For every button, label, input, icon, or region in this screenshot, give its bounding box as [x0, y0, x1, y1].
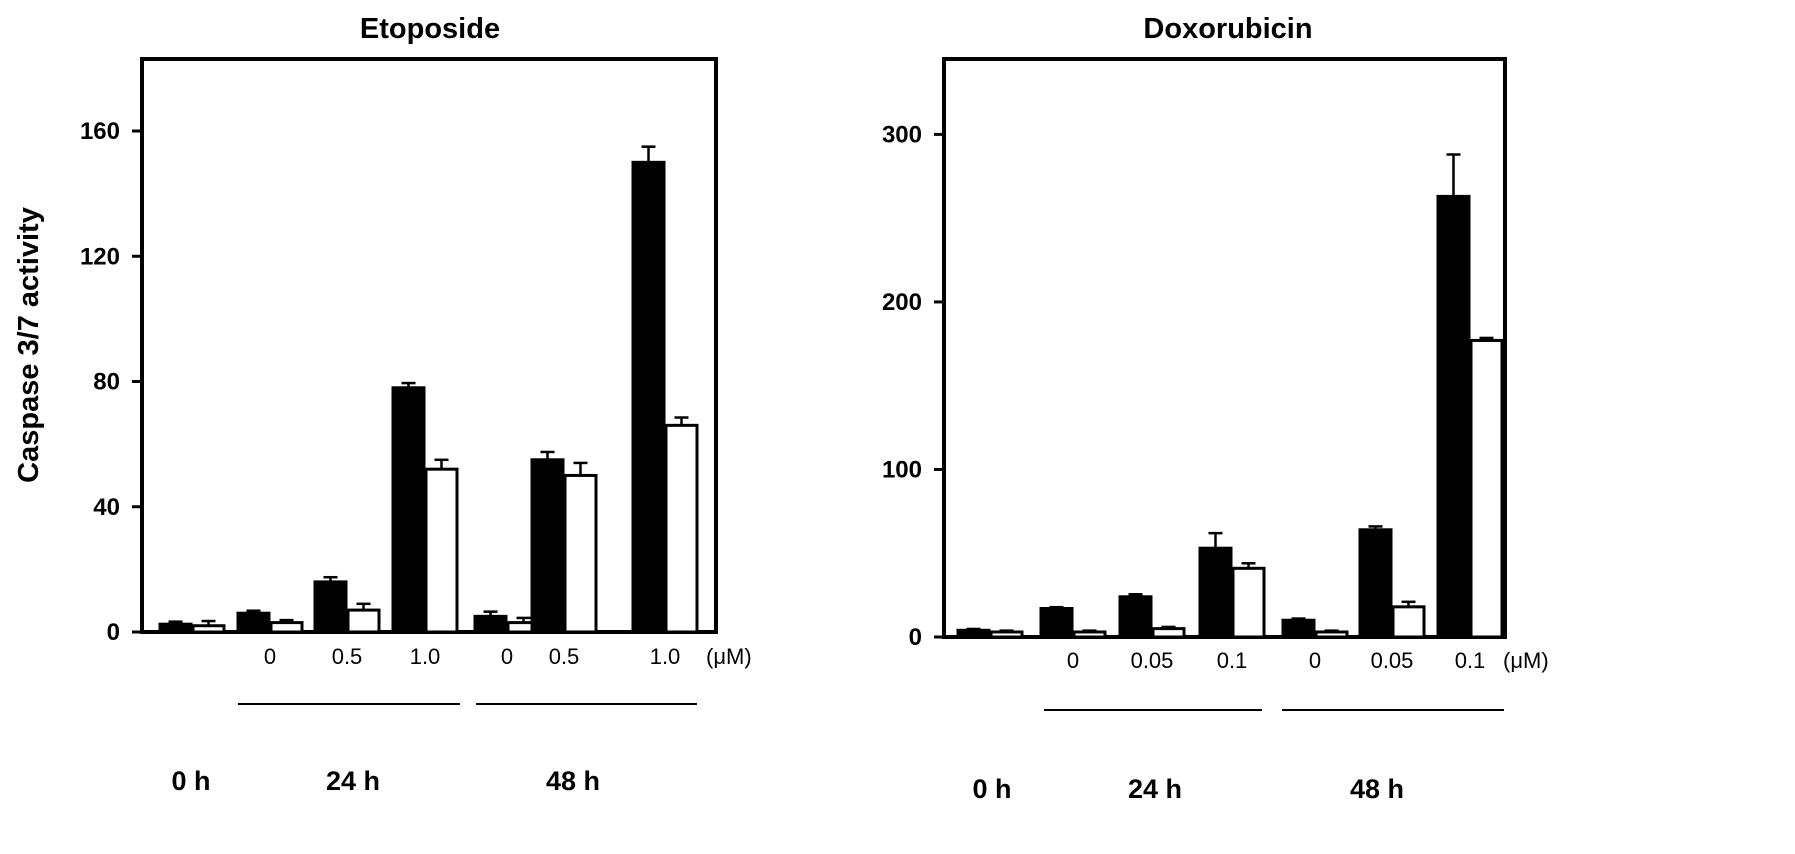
- bar-white: [1314, 630, 1349, 639]
- time-label: 48 h: [546, 766, 600, 796]
- bar-black: [236, 611, 271, 634]
- y-tick-label: 0: [107, 619, 120, 646]
- unit-label: (μM): [1503, 648, 1549, 673]
- concentration-label: 0: [264, 644, 276, 669]
- bar-black: [313, 580, 348, 634]
- concentration-label: 0.05: [1371, 648, 1414, 673]
- bar-black: [1118, 595, 1153, 639]
- concentration-label: 0.5: [549, 644, 580, 669]
- chart-title: Etoposide: [360, 13, 500, 45]
- time-label: 24 h: [326, 766, 380, 796]
- concentration-label: 0: [1067, 648, 1079, 673]
- y-tick-label: 200: [882, 289, 922, 316]
- y-tick-label: 300: [882, 121, 922, 148]
- bar-white: [664, 423, 699, 634]
- concentration-label: 0: [501, 644, 513, 669]
- y-tick-label: 160: [80, 118, 120, 145]
- bar-white: [989, 630, 1024, 639]
- y-tick-label: 100: [882, 456, 922, 483]
- bar-white: [1469, 338, 1504, 639]
- concentration-label: 0: [1309, 648, 1321, 673]
- concentration-label: 1.0: [650, 644, 681, 669]
- bar-black: [1198, 546, 1233, 639]
- time-label: 0 h: [972, 774, 1011, 804]
- bar-white: [424, 467, 459, 634]
- bar-black: [1436, 194, 1471, 639]
- concentration-label: 1.0: [410, 644, 441, 669]
- concentration-label: 0.1: [1455, 648, 1486, 673]
- bar-black: [530, 458, 565, 634]
- bar-white: [1231, 566, 1266, 639]
- bar-white: [563, 473, 598, 634]
- bar-black: [158, 622, 193, 634]
- bar-black: [1281, 618, 1316, 639]
- bar-white: [191, 624, 226, 634]
- concentration-label: 0.1: [1217, 648, 1248, 673]
- y-axis-label: Caspase 3/7 activity: [13, 207, 45, 483]
- concentration-label: 0.5: [332, 644, 363, 669]
- bar-white: [346, 608, 381, 634]
- time-label: 48 h: [1350, 774, 1404, 804]
- y-tick-label: 0: [909, 624, 922, 651]
- y-tick-label: 80: [93, 369, 120, 396]
- bar-black: [391, 386, 426, 634]
- concentration-label: 0.05: [1131, 648, 1174, 673]
- y-tick-label: 40: [93, 494, 120, 521]
- time-label: 24 h: [1128, 774, 1182, 804]
- bar-white: [1151, 627, 1186, 639]
- bar-black: [1039, 607, 1074, 639]
- bar-white: [269, 621, 304, 634]
- bar-black: [631, 160, 666, 634]
- y-tick-label: 120: [80, 243, 120, 270]
- bar-black: [473, 614, 508, 634]
- etoposide-panel: Etoposide 0 40 80 120 160 0 0.5 1.0 0 0.5 1.0 (μM) 0 …: [80, 13, 752, 796]
- bar-white: [1072, 630, 1107, 639]
- bar-black: [956, 628, 991, 639]
- doxorubicin-panel: Doxorubicin 0 100 200 300 0 0.05 0.1 0 0.05 0.1 (μM…: [882, 13, 1549, 804]
- chart-title: Doxorubicin: [1143, 13, 1312, 45]
- bar-white: [1391, 605, 1426, 639]
- unit-label: (μM): [706, 644, 752, 669]
- time-label: 0 h: [171, 766, 210, 796]
- bar-black: [1358, 528, 1393, 639]
